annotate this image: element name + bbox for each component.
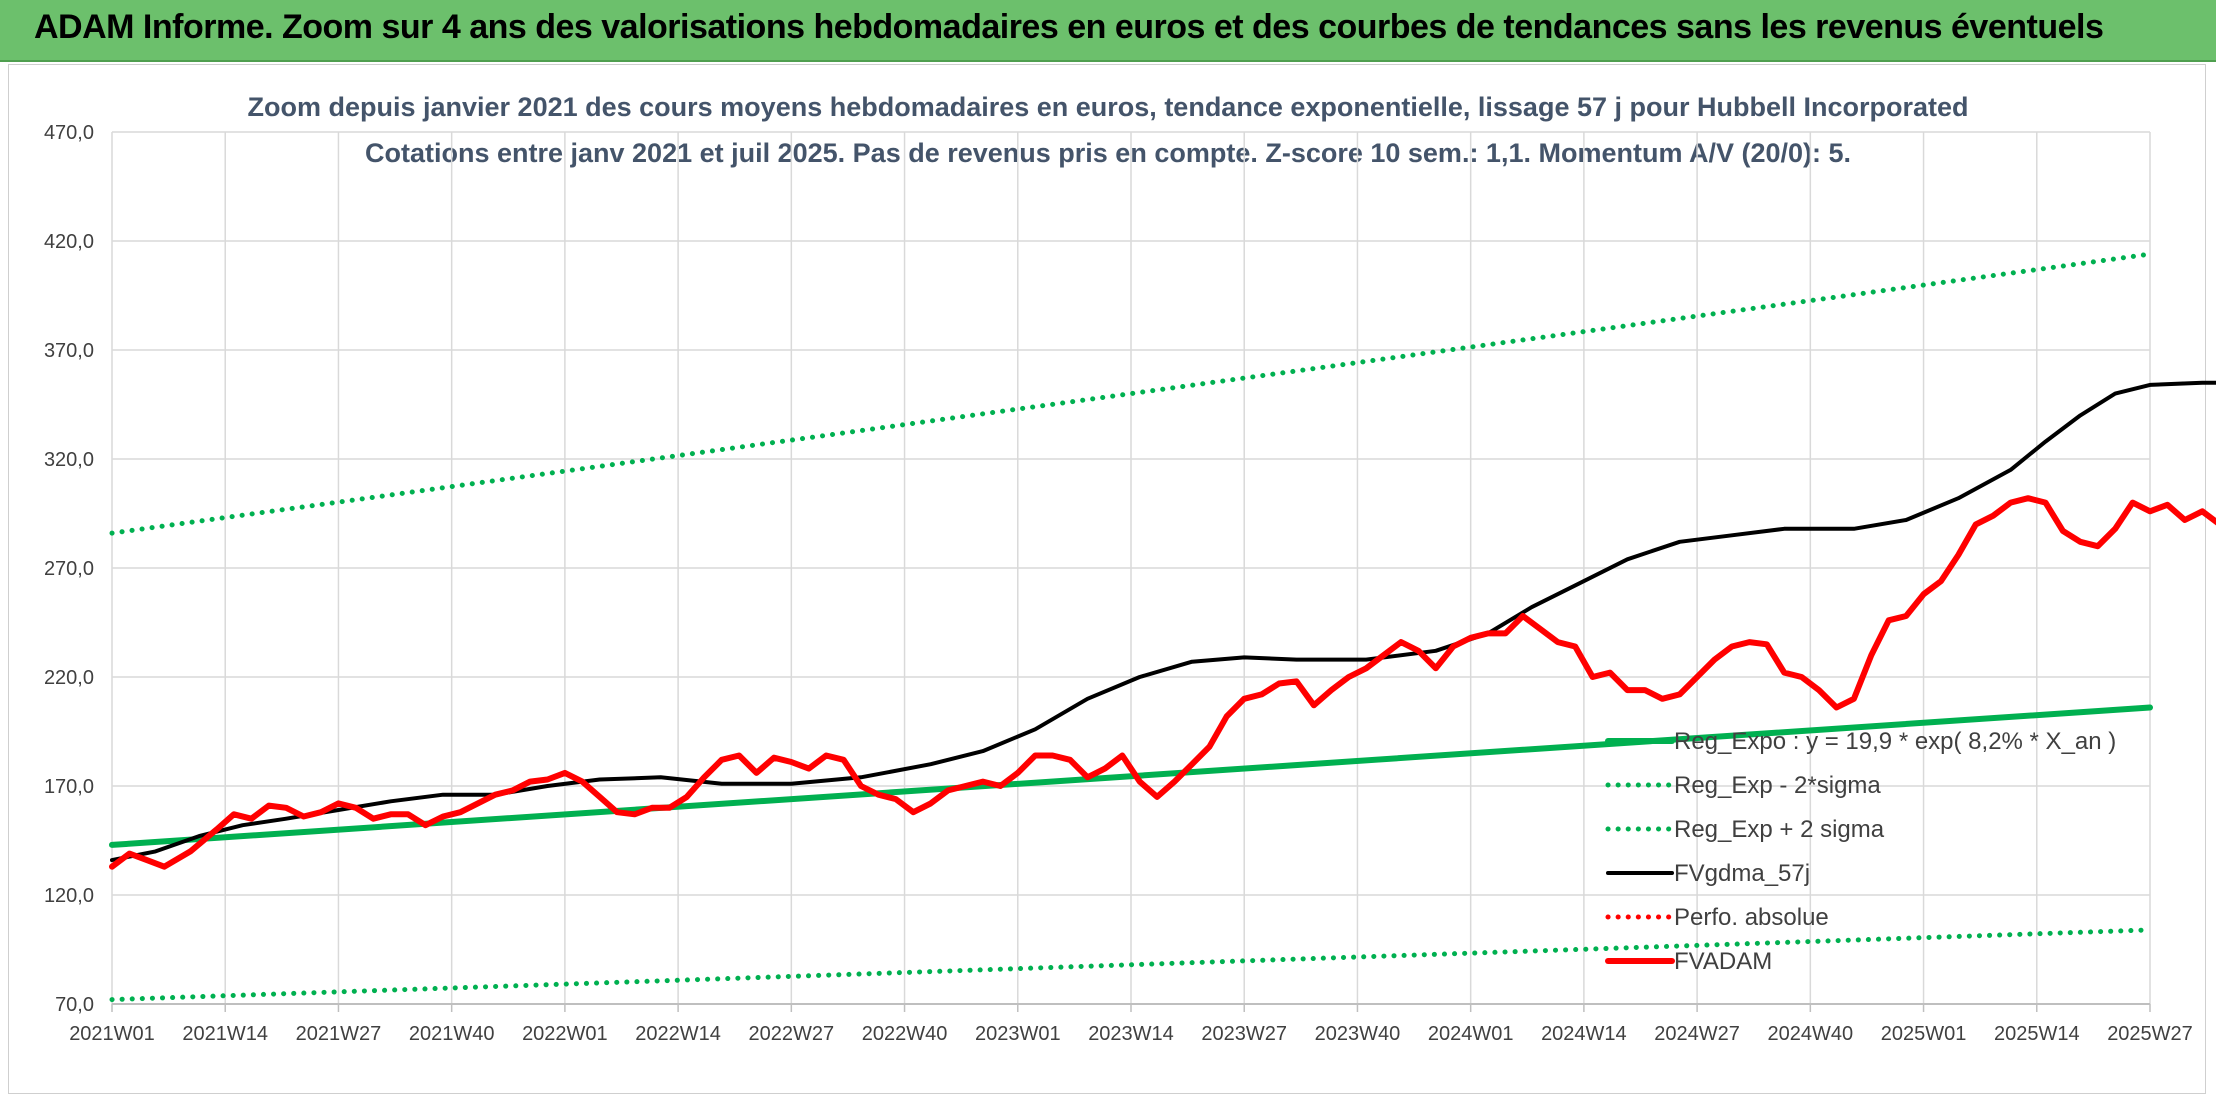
y-tick-label: 220,0 <box>44 667 94 689</box>
series-line-1 <box>109 927 2153 1003</box>
legend: Reg_Expo : y = 19,9 * exp( 8,2% * X_an )… <box>1605 728 2116 975</box>
y-tick-label: 470,0 <box>44 122 94 144</box>
y-axis: 70,0 120,0 170,0 220,0 270,0 320,0 370,0 420,0 4… <box>44 122 94 1016</box>
x-tick-label: 2024W14 <box>1541 1023 1627 1045</box>
legend-label: Reg_Exp + 2 sigma <box>1674 816 1885 843</box>
chart-subtitle: Cotations entre janv 2021 et juil 2025. … <box>365 138 1851 168</box>
x-axis: 2021W01 2021W14 2021W27 2021W40 2022W01 2022W… <box>69 1003 2193 1045</box>
y-tick-label: 120,0 <box>44 885 94 907</box>
x-tick-label: 2022W14 <box>635 1023 721 1045</box>
y-tick-label: 420,0 <box>44 231 94 253</box>
legend-label: Perfo. absolue <box>1674 904 1829 931</box>
x-tick-label: 2021W14 <box>182 1023 268 1045</box>
x-tick-label: 2022W27 <box>749 1023 835 1045</box>
x-tick-label: 2022W01 <box>522 1023 608 1045</box>
x-tick-label: 2021W01 <box>69 1023 155 1045</box>
x-tick-label: 2023W14 <box>1088 1023 1174 1045</box>
x-tick-label: 2024W01 <box>1428 1023 1514 1045</box>
x-tick-label: 2025W01 <box>1881 1023 1967 1045</box>
series-line-2 <box>109 251 2153 536</box>
y-tick-label: 70,0 <box>55 994 94 1016</box>
report-title: ADAM Informe. Zoom sur 4 ans des valoris… <box>34 8 2104 46</box>
x-tick-label: 2022W40 <box>862 1023 948 1045</box>
x-tick-label: 2021W40 <box>409 1023 495 1045</box>
y-tick-label: 370,0 <box>44 340 94 362</box>
legend-label: FVADAM <box>1674 948 1772 975</box>
series-group <box>109 251 2216 1003</box>
x-tick-label: 2023W01 <box>975 1023 1061 1045</box>
series-line-0 <box>109 704 2153 848</box>
legend-label: Reg_Expo : y = 19,9 * exp( 8,2% * X_an ) <box>1674 728 2116 755</box>
y-tick-label: 270,0 <box>44 558 94 580</box>
series-line-5 <box>109 495 2216 870</box>
chart-frame <box>8 64 2206 1094</box>
y-tick-label: 170,0 <box>44 776 94 798</box>
x-tick-label: 2021W27 <box>296 1023 382 1045</box>
x-tick-label: 2023W27 <box>1201 1023 1287 1045</box>
y-tick-label: 320,0 <box>44 449 94 471</box>
x-tick-label: 2025W14 <box>1994 1023 2080 1045</box>
legend-label: FVgdma_57j <box>1674 860 1810 887</box>
series-line-3 <box>110 380 2216 863</box>
x-tick-label: 2023W40 <box>1315 1023 1401 1045</box>
report-banner: ADAM Informe. Zoom sur 4 ans des valoris… <box>0 0 2216 62</box>
x-tick-label: 2025W27 <box>2107 1023 2193 1045</box>
chart-title: Zoom depuis janvier 2021 des cours moyen… <box>248 92 1969 122</box>
legend-label: Reg_Exp - 2*sigma <box>1674 772 1881 799</box>
x-tick-label: 2024W40 <box>1768 1023 1854 1045</box>
x-tick-label: 2024W27 <box>1654 1023 1740 1045</box>
grid-lines <box>111 131 2151 1005</box>
